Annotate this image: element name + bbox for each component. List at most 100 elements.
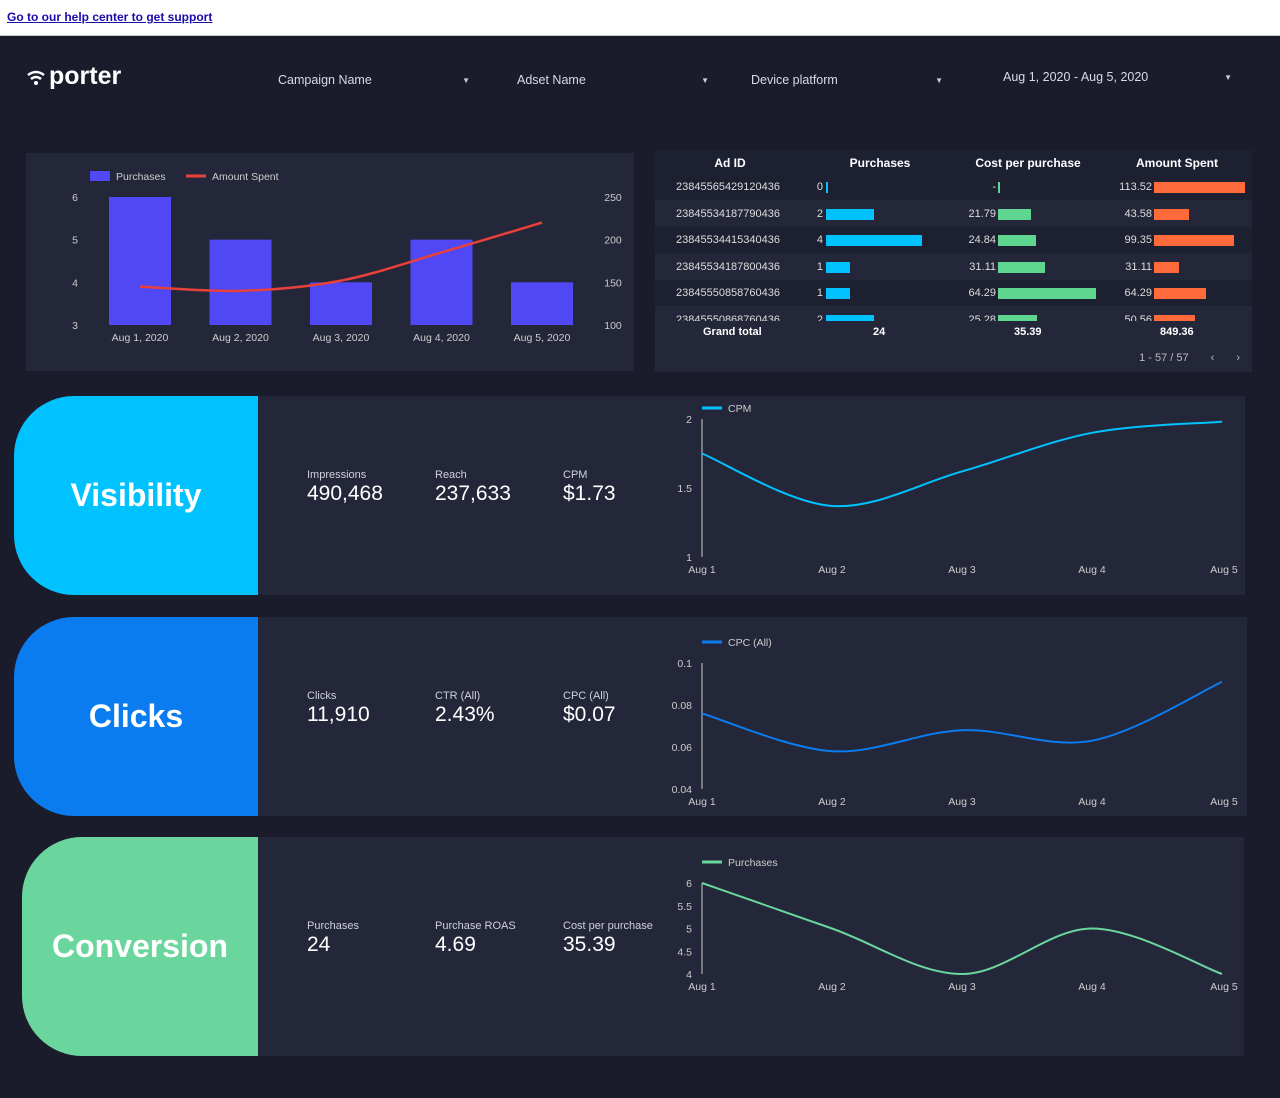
kpi-label: CPC (All) bbox=[563, 689, 609, 702]
x-tick-label: Aug 2, 2020 bbox=[212, 332, 269, 344]
value-bar bbox=[998, 182, 1000, 193]
value-cell: 21.79 bbox=[968, 207, 996, 220]
filter-label: Campaign Name bbox=[278, 73, 372, 87]
value-bar bbox=[998, 208, 1032, 220]
value-bar bbox=[998, 314, 1037, 321]
y-tick-label: 0.04 bbox=[672, 784, 693, 796]
ad-id-cell: 23845534187790436 bbox=[676, 207, 781, 220]
value-cell: 64.29 bbox=[1124, 287, 1152, 299]
section-card-conversion: Conversion bbox=[22, 837, 258, 1056]
porter-logo: porter bbox=[26, 62, 121, 91]
caret-down-icon: ▼ bbox=[701, 75, 709, 85]
y2-tick-label: 150 bbox=[604, 277, 622, 289]
section-panel-clicks: Clicks 11,910 CTR (All) 2.43% CPC (All) $0.07… bbox=[258, 617, 1247, 816]
kpi-scorecard: CPM $1.73 bbox=[563, 469, 616, 506]
ad-id-cell: 23845550868760436 bbox=[676, 313, 781, 321]
adset-name-filter[interactable]: Adset Name ▼ bbox=[517, 73, 709, 87]
y-tick-label: 0.08 bbox=[672, 700, 693, 712]
header-cost-per-purchase[interactable]: Cost per purchase bbox=[975, 156, 1081, 170]
campaign-name-filter[interactable]: Campaign Name ▼ bbox=[278, 73, 470, 87]
value-cell: 64.29 bbox=[968, 287, 996, 299]
kpi-label: Purchase ROAS bbox=[435, 919, 516, 932]
bar-purchases bbox=[310, 282, 372, 325]
value-bar bbox=[826, 288, 850, 299]
value-bar bbox=[826, 182, 828, 193]
y-tick-label: 4 bbox=[72, 277, 78, 289]
kpi-label: Reach bbox=[435, 468, 467, 481]
page-info: 1 - 57 / 57 bbox=[1139, 352, 1189, 364]
x-tick-label: Aug 5 bbox=[1210, 796, 1238, 808]
x-tick-label: Aug 3 bbox=[948, 796, 976, 808]
help-center-link[interactable]: Go to our help center to get support bbox=[7, 10, 213, 24]
table-row[interactable]: 23845534187790436 2 21.79 43.58 bbox=[655, 201, 1252, 227]
ad-id-cell: 23845534187800436 bbox=[676, 260, 781, 273]
y-tick-label: 2 bbox=[686, 414, 692, 426]
section-card-visibility: Visibility bbox=[14, 396, 258, 595]
kpi-scorecard: Clicks 11,910 bbox=[307, 690, 370, 727]
kpi-value: 11,910 bbox=[307, 702, 370, 726]
pagination: 1 - 57 / 57 ‹ › bbox=[1139, 352, 1240, 364]
value-bar bbox=[826, 314, 874, 321]
y-tick-label: 6 bbox=[72, 192, 78, 204]
value-bar bbox=[826, 208, 874, 220]
caret-down-icon: ▼ bbox=[935, 75, 943, 85]
header-ad-id[interactable]: Ad ID bbox=[714, 156, 746, 170]
table-row[interactable]: 23845550858760436 1 64.29 64.29 bbox=[655, 280, 1252, 306]
bar-purchases bbox=[209, 239, 272, 325]
table-row[interactable]: 23845534415340436 4 24.84 99.35 bbox=[655, 227, 1252, 253]
bar-purchases bbox=[410, 239, 473, 325]
section-title: Visibility bbox=[70, 477, 202, 513]
kpi-scorecard: Cost per purchase 35.39 bbox=[563, 920, 653, 957]
value-bar bbox=[826, 235, 922, 246]
value-cell: - bbox=[992, 181, 996, 193]
header-purchases[interactable]: Purchases bbox=[849, 156, 911, 170]
value-cell: 24.84 bbox=[968, 234, 996, 246]
value-cell: 31.11 bbox=[1125, 260, 1152, 273]
next-page-button[interactable]: › bbox=[1236, 352, 1240, 364]
y-tick-label: 4 bbox=[686, 969, 692, 981]
table-row[interactable]: 23845534187800436 1 31.11 31.11 bbox=[655, 254, 1252, 280]
total-amount: 849.36 bbox=[1160, 326, 1194, 338]
total-cost: 35.39 bbox=[1014, 326, 1042, 338]
date-range-filter[interactable]: Aug 1, 2020 - Aug 5, 2020 ▼ bbox=[1003, 70, 1232, 84]
value-bar bbox=[1154, 314, 1195, 321]
value-bar bbox=[1154, 261, 1179, 273]
ad-id-cell: 23845534415340436 bbox=[676, 234, 781, 246]
section-panel-conversion: Purchases 24 Purchase ROAS 4.69 Cost per pur… bbox=[258, 837, 1244, 1056]
x-tick-label: Aug 5 bbox=[1210, 564, 1238, 576]
prev-page-button[interactable]: ‹ bbox=[1210, 352, 1215, 364]
x-tick-label: Aug 4 bbox=[1078, 796, 1106, 808]
value-cell: 43.58 bbox=[1124, 207, 1152, 220]
device-platform-filter[interactable]: Device platform ▼ bbox=[751, 73, 943, 87]
x-tick-label: Aug 1 bbox=[688, 796, 716, 808]
x-tick-label: Aug 1 bbox=[688, 564, 716, 576]
x-tick-label: Aug 1 bbox=[688, 981, 716, 993]
section-card-clicks: Clicks bbox=[14, 617, 258, 816]
table-row[interactable]: 23845550868760436 2 25.28 50.56 bbox=[655, 307, 1252, 321]
x-tick-label: Aug 2 bbox=[818, 564, 846, 576]
kpi-value: $1.73 bbox=[563, 481, 616, 505]
value-bar bbox=[1154, 288, 1206, 299]
x-tick-label: Aug 3, 2020 bbox=[313, 332, 370, 344]
kpi-value: 2.43% bbox=[435, 702, 495, 726]
kpi-value: $0.07 bbox=[563, 702, 616, 726]
value-cell: 0 bbox=[816, 181, 823, 193]
section-title: Conversion bbox=[51, 928, 229, 964]
header-amount-spent[interactable]: Amount Spent bbox=[1136, 156, 1218, 170]
value-bar bbox=[998, 235, 1036, 246]
table-row[interactable]: 23845565429120436 0 - 113.52 bbox=[655, 174, 1252, 200]
y-tick-label: 0.1 bbox=[677, 658, 692, 670]
x-tick-label: Aug 4 bbox=[1078, 564, 1106, 576]
section-panel-visibility: Impressions 490,468 Reach 237,633 CPM $1.73 CP… bbox=[258, 396, 1245, 595]
value-cell: 113.52 bbox=[1119, 181, 1152, 193]
kpi-value: 24 bbox=[307, 932, 331, 956]
y-tick-label: 5 bbox=[686, 924, 692, 936]
value-bar bbox=[1154, 235, 1234, 246]
kpi-scorecard: Impressions 490,468 bbox=[307, 469, 383, 506]
wifi-icon bbox=[27, 70, 45, 85]
y-tick-label: 1.5 bbox=[677, 483, 692, 495]
kpi-value: 237,633 bbox=[435, 481, 511, 505]
